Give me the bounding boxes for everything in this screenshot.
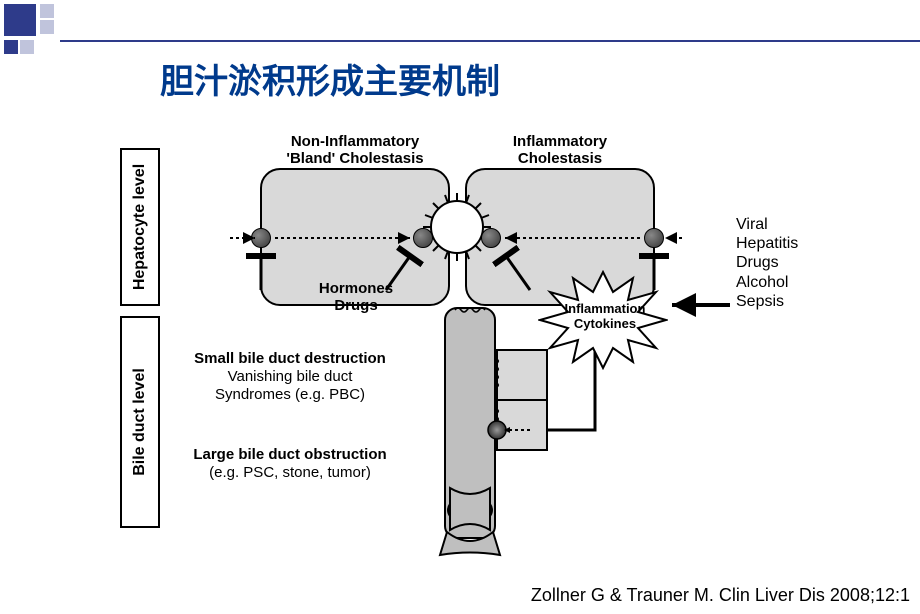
large-duct-1: Large bile duct obstruction [193, 446, 386, 463]
small-duct-3: Syndromes (e.g. PBC) [215, 386, 365, 403]
small-duct-label: Small bile duct destruction Vanishing bi… [190, 350, 390, 404]
hormones-text: Hormones [319, 280, 393, 297]
slide-title: 胆汁淤积形成主要机制 [160, 54, 500, 103]
starburst-label: Inflammation Cytokines [558, 302, 652, 332]
cause-sepsis: Sepsis [736, 292, 820, 311]
small-duct-1: Small bile duct destruction [194, 350, 386, 367]
large-duct-2: (e.g. PSC, stone, tumor) [209, 464, 371, 481]
cause-alcohol: Alcohol [736, 273, 820, 292]
bile-duct-structure [405, 300, 565, 560]
causes-list: Viral Hepatitis Drugs Alcohol Sepsis [736, 215, 820, 311]
inflammation-line2: Cytokines [574, 316, 636, 331]
drugs-text: Drugs [334, 297, 377, 314]
citation-text: Zollner G & Trauner M. Clin Liver Dis 20… [531, 585, 910, 606]
mechanism-diagram: Hepatocyte level Bile duct level Non-Inf… [120, 130, 820, 570]
hormones-drugs-label: Hormones Drugs [296, 280, 416, 315]
inflammation-line1: Inflammation [565, 301, 646, 316]
cause-drugs: Drugs [736, 253, 820, 272]
small-duct-2: Vanishing bile duct [228, 368, 353, 385]
cause-viral: Viral Hepatitis [736, 215, 820, 253]
large-duct-label: Large bile duct obstruction (e.g. PSC, s… [190, 446, 390, 482]
